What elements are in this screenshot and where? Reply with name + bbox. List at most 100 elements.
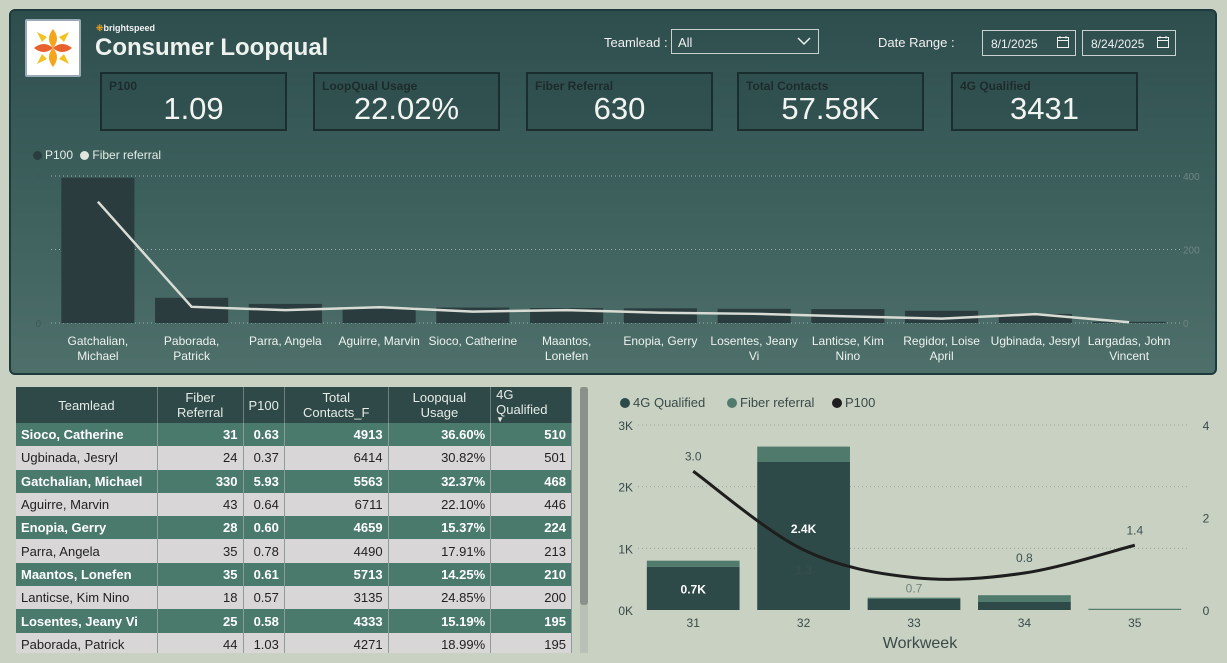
table-cell: Lanticse, Kim Nino <box>16 586 158 610</box>
bar-data-label: 2.4K <box>791 522 817 536</box>
brand-text: brightspeed <box>103 23 156 33</box>
table-cell: Aguirre, Marvin <box>16 492 158 517</box>
calendar-icon[interactable] <box>1156 35 1170 49</box>
p100-bar[interactable] <box>61 177 135 323</box>
p100-bar[interactable] <box>1092 321 1166 323</box>
table-row[interactable]: Aguirre, Marvin 43 0.64 6711 22.10% 446 <box>16 492 572 517</box>
table-cell: 210 <box>490 562 572 587</box>
p100-bar[interactable] <box>905 310 979 323</box>
end-date-input[interactable]: 8/24/2025 <box>1082 30 1176 56</box>
legend-label: 4G Qualified <box>633 395 705 410</box>
right-axis-tick: 200 <box>1183 246 1200 257</box>
table-cell: 4333 <box>284 609 389 633</box>
brand-name: ⁜brightspeed <box>96 23 155 34</box>
x-axis-category-label: Sioco, Catherine <box>429 334 518 348</box>
table-cell: 468 <box>490 469 572 493</box>
x-axis-category-label: Paborada, <box>164 334 219 348</box>
table-row[interactable]: Gatchalian, Michael 330 5.93 5563 32.37% 468 <box>16 469 572 493</box>
kpi-card-total-contacts: Total Contacts 57.58K <box>737 72 924 131</box>
teamlead-filter-label: Teamlead : <box>604 35 668 50</box>
fiber-referral-bar[interactable] <box>646 560 740 567</box>
kpi-card-4g-qualified: 4G Qualified 3431 <box>951 72 1138 131</box>
table-cell: 446 <box>490 492 572 517</box>
table-scroll-thumb[interactable] <box>580 387 588 605</box>
table-cell: 0.37 <box>243 446 285 470</box>
table-row[interactable]: Sioco, Catherine 31 0.63 4913 36.60% 510 <box>16 423 572 447</box>
column-header[interactable]: Total Contacts_F <box>284 387 389 423</box>
x-axis-category-label: Lanticse, Kim <box>812 334 884 348</box>
kpi-card-p100: P100 1.09 <box>100 72 287 131</box>
table-cell: 14.25% <box>388 562 492 587</box>
table-cell: 18.99% <box>388 632 492 653</box>
table-row[interactable]: Paborada, Patrick 44 1.03 4271 18.99% 195 <box>16 632 572 653</box>
table-cell: 224 <box>490 516 572 540</box>
kpi-label: Total Contacts <box>746 79 829 93</box>
teamlead-dropdown[interactable]: All <box>671 29 819 54</box>
4g-qualified-bar[interactable] <box>978 601 1071 610</box>
table-cell: 25 <box>157 609 244 633</box>
table-row[interactable]: Ugbinada, Jesryl 24 0.37 6414 30.82% 501 <box>16 446 572 470</box>
right-axis-tick: 2 <box>1203 512 1210 526</box>
p100-bar[interactable] <box>155 297 229 323</box>
table-cell: 330 <box>157 469 244 493</box>
start-date-input[interactable]: 8/1/2025 <box>982 30 1076 56</box>
table-cell: 6414 <box>284 446 389 470</box>
table-cell: 0.78 <box>243 539 285 563</box>
kpi-label: 4G Qualified <box>960 79 1031 93</box>
p100-bar[interactable] <box>623 308 697 323</box>
kpi-label: LoopQual Usage <box>322 79 418 93</box>
page-title: Consumer Loopqual <box>95 34 329 61</box>
fiber-referral-bar[interactable] <box>1088 608 1182 610</box>
table-cell: 1.03 <box>243 632 285 653</box>
table-cell: 213 <box>490 539 572 563</box>
fiber-referral-bar[interactable] <box>757 446 850 462</box>
table-cell: 32.37% <box>388 469 492 493</box>
table-cell: 5563 <box>284 469 389 493</box>
4g-qualified-bar[interactable] <box>646 566 740 610</box>
legend-label: Fiber referral <box>740 395 815 410</box>
table-row[interactable]: Enopia, Gerry 28 0.60 4659 15.37% 224 <box>16 516 572 540</box>
x-axis-category-label: Nino <box>836 349 861 363</box>
right-axis-tick: 400 <box>1183 172 1200 183</box>
table-row[interactable]: Parra, Angela 35 0.78 4490 17.91% 213 <box>16 539 572 563</box>
p100-bar[interactable] <box>342 307 416 323</box>
left-axis-tick: 2K <box>618 481 633 495</box>
table-cell: 501 <box>490 446 572 470</box>
legend-swatch <box>832 398 842 408</box>
column-header[interactable]: P100 <box>243 387 285 423</box>
x-axis-tick: 32 <box>797 616 811 630</box>
table-cell: 200 <box>490 586 572 610</box>
calendar-icon[interactable] <box>1056 35 1070 49</box>
line-data-label: 0.8 <box>1016 551 1033 565</box>
left-axis-tick: 0 <box>35 319 41 330</box>
4g-qualified-bar[interactable] <box>757 462 850 610</box>
table-row[interactable]: Losentes, Jeany Vi 25 0.58 4333 15.19% 195 <box>16 609 572 633</box>
table-row[interactable]: Maantos, Lonefen 35 0.61 5713 14.25% 210 <box>16 562 572 587</box>
fiber-referral-bar[interactable] <box>867 597 961 599</box>
fiber-referral-bar[interactable] <box>978 595 1071 602</box>
table-cell: Sioco, Catherine <box>16 423 158 447</box>
kpi-card-fiber-referral: Fiber Referral 630 <box>526 72 713 131</box>
right-axis-tick: 0 <box>1203 604 1210 618</box>
table-cell: 15.19% <box>388 609 492 633</box>
x-axis-category-label: Regidor, Loise <box>903 334 980 348</box>
x-axis-category-label: Vincent <box>1109 349 1149 363</box>
legend-label-fiber-referral: Fiber referral <box>92 148 162 162</box>
column-header[interactable]: 4G Qualified ▼ <box>490 387 572 424</box>
table-scrollbar[interactable] <box>580 387 588 653</box>
p100-bar[interactable] <box>998 313 1072 323</box>
table-cell: 17.91% <box>388 539 492 563</box>
table-header-row: Teamlead Fiber Referral P100 Total Contacts… <box>16 387 572 424</box>
column-header[interactable]: Loopqual Usage <box>388 387 492 423</box>
4g-qualified-bar[interactable] <box>867 598 961 610</box>
column-header[interactable]: Fiber Referral <box>157 387 244 423</box>
column-header[interactable]: Teamlead <box>16 387 158 423</box>
table-cell: 18 <box>157 586 244 610</box>
table-cell: Ugbinada, Jesryl <box>16 446 158 470</box>
table-row[interactable]: Lanticse, Kim Nino 18 0.57 3135 24.85% 200 <box>16 586 572 610</box>
x-axis-category-label: Michael <box>77 349 118 363</box>
p100-bar[interactable] <box>248 303 322 323</box>
p100-bar[interactable] <box>717 308 791 323</box>
logo-icon <box>32 27 74 69</box>
table-cell: 0.61 <box>243 562 285 587</box>
